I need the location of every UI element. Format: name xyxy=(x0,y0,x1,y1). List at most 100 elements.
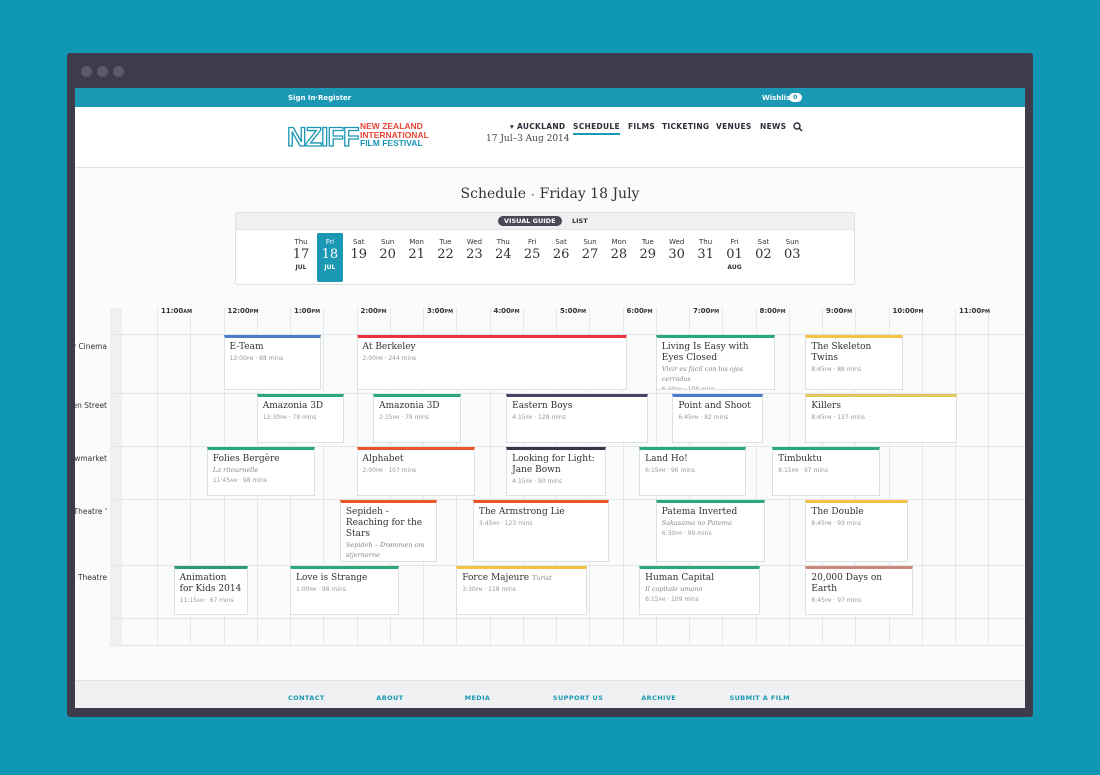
day-number: 03 xyxy=(784,247,801,262)
footer-link-submit-a-film[interactable]: SUBMIT A FILM xyxy=(729,694,790,702)
date-19[interactable]: Sat 19 xyxy=(346,233,372,282)
event-card[interactable]: Land Ho! 6:15PM · 96 mins xyxy=(639,447,746,496)
date-22[interactable]: Tue 22 xyxy=(433,233,459,282)
event-period: PM xyxy=(791,469,799,474)
venue-name[interactable]: y Cinema xyxy=(75,342,107,351)
nav-schedule[interactable]: SCHEDULE xyxy=(573,122,620,135)
event-card[interactable]: The Skeleton Twins 8:45PM · 88 mins xyxy=(805,335,903,390)
event-card[interactable]: Amazonia 3D 2:15PM · 79 mins xyxy=(373,394,461,443)
date-17[interactable]: Thu 17 JUL xyxy=(288,233,314,282)
hour-label: 2:00PM xyxy=(357,307,387,315)
event-card[interactable]: Force Majeure Turist 3:30PM · 118 mins xyxy=(456,566,588,615)
event-card[interactable]: 20,000 Days on Earth 8:45PM · 97 mins xyxy=(805,566,913,615)
event-card[interactable]: Killers 8:45PM · 137 mins xyxy=(805,394,958,443)
register-link[interactable]: Register xyxy=(318,94,352,102)
event-time: 8:15 xyxy=(778,467,792,474)
event-card[interactable]: Amazonia 3D 12:30PM · 79 mins xyxy=(256,394,345,443)
hour-time: 8:00 xyxy=(759,307,777,315)
event-duration: 96 xyxy=(670,467,679,474)
nav-venues[interactable]: VENUES xyxy=(716,122,752,131)
event-duration-unit: mins xyxy=(551,414,566,421)
separator: · xyxy=(253,355,260,362)
date-26[interactable]: Sat 26 xyxy=(548,233,574,282)
event-duration-unit: mins xyxy=(684,596,699,603)
event-duration: 99 xyxy=(687,530,696,537)
day-number: 02 xyxy=(755,247,772,262)
date-20[interactable]: Sun 20 xyxy=(375,233,401,282)
footer-link-about[interactable]: ABOUT xyxy=(376,694,404,702)
grid-line xyxy=(110,618,1025,619)
grid-line xyxy=(110,499,1025,500)
event-card[interactable]: Timbuktu 8:15PM · 97 mins xyxy=(772,447,880,496)
date-23[interactable]: Wed 23 xyxy=(461,233,487,282)
nav-films[interactable]: FILMS xyxy=(628,122,656,131)
event-card[interactable]: Animation for Kids 2014 11:15AM · 67 mins xyxy=(173,566,248,615)
date-28[interactable]: Mon 28 xyxy=(606,233,632,282)
hour-period: PM xyxy=(914,309,924,315)
logo-line: FILM FESTIVAL xyxy=(360,138,423,148)
event-title: At Berkeley xyxy=(363,342,621,353)
date-24[interactable]: Thu 24 xyxy=(490,233,516,282)
event-card[interactable]: Looking for Light: Jane Bown 4:15PM · 90 … xyxy=(506,447,606,496)
event-title-text: Love is Strange xyxy=(296,573,368,583)
search-icon[interactable] xyxy=(793,122,803,132)
tab-list[interactable]: LIST xyxy=(572,217,588,225)
tab-visual-guide[interactable]: VISUAL GUIDE xyxy=(498,216,562,226)
hour-label: 11:00AM xyxy=(157,307,192,315)
event-card[interactable]: Alphabet 2:00PM · 107 mins xyxy=(356,447,476,496)
event-card[interactable]: Human Capital Il capitale umano 6:15PM · 1… xyxy=(639,566,760,615)
logo-line: NEW ZEALAND xyxy=(360,121,423,131)
footer-link-contact[interactable]: CONTACT xyxy=(288,694,325,702)
date-31[interactable]: Thu 31 xyxy=(693,233,719,282)
venue-name[interactable]: c Theatre xyxy=(75,573,107,582)
venue-name[interactable]: en Street xyxy=(75,401,107,410)
event-card[interactable]: At Berkeley 2:00PM · 244 mins xyxy=(356,335,627,390)
sign-in-link[interactable]: Sign In xyxy=(288,94,316,102)
date-27[interactable]: Sun 27 xyxy=(577,233,603,282)
hour-period: PM xyxy=(577,309,587,315)
event-card[interactable]: Point and Shoot 6:45PM · 82 mins xyxy=(672,394,764,443)
event-card[interactable]: Eastern Boys 4:15PM · 128 mins xyxy=(506,394,648,443)
nav-ticketing[interactable]: TICKETING xyxy=(662,122,710,131)
grid-line xyxy=(489,308,491,645)
event-period: PM xyxy=(475,588,483,593)
event-card[interactable]: The Double 8:45PM · 93 mins xyxy=(805,500,909,562)
date-18[interactable]: Fri 18 JUL xyxy=(316,233,343,282)
event-card[interactable]: Patema Inverted Sakasama no Patema 6:30PM … xyxy=(655,500,766,562)
date-25[interactable]: Fri 25 xyxy=(519,233,545,282)
date-21[interactable]: Mon 21 xyxy=(404,233,430,282)
event-meta: 4:15PM · 90 mins xyxy=(512,478,600,485)
event-card[interactable]: Love is Strange 1:00PM · 98 mins xyxy=(290,566,399,615)
date-30[interactable]: Wed 30 xyxy=(664,233,690,282)
footer-link-archive[interactable]: ARCHIVE xyxy=(641,694,677,702)
separator: · xyxy=(681,530,688,537)
date-02[interactable]: Sat 02 xyxy=(750,233,776,282)
city-selector[interactable]: ▾ AUCKLAND xyxy=(510,122,566,131)
event-duration-unit: mins xyxy=(268,355,284,362)
schedule-grid: 11:00AM 12:00PM 1:00PM 2:00PM 3:00PM 4:00PM 5:… xyxy=(75,307,1025,646)
footer-link-support-us[interactable]: SUPPORT US xyxy=(552,694,604,702)
event-title: Patema Inverted xyxy=(662,507,760,518)
venue-name[interactable]: ' Theatre xyxy=(75,507,107,516)
event-card[interactable]: E-Team 12:00PM · 88 mins xyxy=(223,335,322,390)
venue-name[interactable]: wmarket xyxy=(75,454,107,463)
event-period: PM xyxy=(309,588,317,593)
date-01[interactable]: Fri 01 AUG xyxy=(722,233,748,282)
footer-link-media[interactable]: MEDIA xyxy=(464,694,491,702)
event-duration-unit: mins xyxy=(547,478,562,485)
event-period: PM xyxy=(824,368,832,373)
event-card[interactable]: The Armstrong Lie 3:45PM · 123 mins xyxy=(472,500,610,562)
hour-time: 11:00 xyxy=(959,307,982,315)
event-duration-unit: mins xyxy=(850,414,866,421)
date-03[interactable]: Sun 03 xyxy=(779,233,805,282)
event-title: Looking for Light: Jane Bown xyxy=(512,454,600,476)
event-card[interactable]: Living Is Easy with Eyes Closed Vivir es … xyxy=(655,335,776,390)
nav-news[interactable]: NEWS xyxy=(760,122,787,131)
nziff-logo[interactable]: NZIFF xyxy=(286,121,360,152)
date-29[interactable]: Tue 29 xyxy=(635,233,661,282)
day-number: 24 xyxy=(495,247,512,262)
wishlist-link[interactable]: Wishlist xyxy=(762,94,794,102)
event-card[interactable]: Folies Bergère La ritournelle 11:45AM · 98… xyxy=(206,447,316,496)
hour-time: 6:00 xyxy=(626,307,644,315)
event-card[interactable]: Sepideh - Reaching for the Stars Sepideh … xyxy=(339,500,438,562)
